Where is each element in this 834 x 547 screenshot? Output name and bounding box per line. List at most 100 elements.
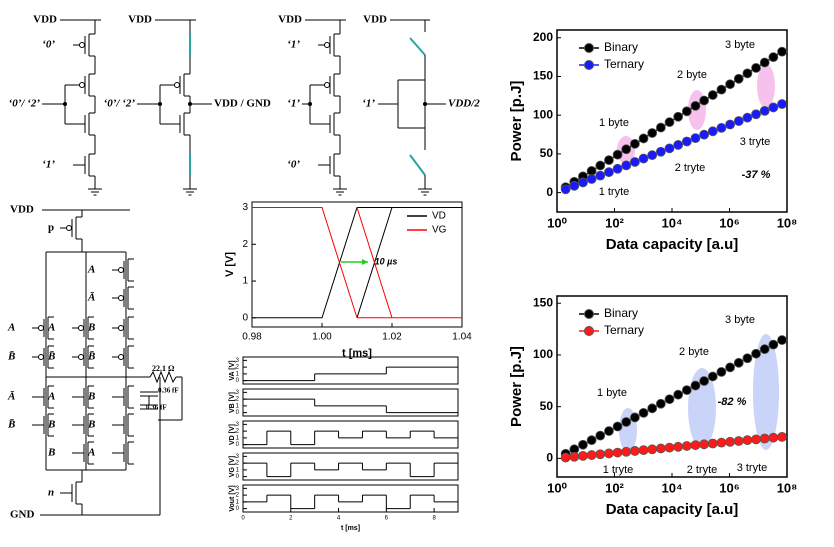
gate-label: Ā [87,292,95,304]
data-point [777,335,787,345]
x-tick-label: 10² [605,480,624,495]
data-point [595,160,606,171]
data-point [725,119,735,130]
plot-frame [242,388,459,417]
annotation: 3 tryte [737,462,768,474]
highlight [757,64,775,108]
y-tick-label: 0 [236,378,240,384]
annotation: 3 byte [725,39,755,51]
data-point [716,122,727,133]
switch [409,37,426,56]
y-tick-label: 100 [533,347,553,361]
gate-label: A [87,447,95,459]
data-point [768,432,779,443]
data-point [612,421,623,432]
gate-label: B [87,419,95,431]
data-point [768,339,779,350]
data-point [707,371,718,382]
y-tick-label: 0 [236,410,240,416]
y-axis-label: Vout [V] [229,485,236,511]
x-tick-label: 8 [432,516,436,522]
gate-bubble [38,325,44,331]
y-tick-label: 0 [546,451,553,465]
node [188,102,192,106]
y-tick-label: 0 [236,474,240,480]
legend-label: Binary [604,40,638,54]
data-point [612,447,623,458]
data-point [777,431,787,442]
data-point [733,73,744,84]
gate-label: A [7,322,15,334]
x-tick-label: 10⁶ [719,215,739,230]
data-point [742,435,753,446]
gate-bubble [79,42,85,48]
data-point [638,407,649,418]
y-tick-label: 1 [236,403,240,409]
input-label: ‘1’ [287,98,300,110]
y-tick-label: 1 [242,276,248,287]
data-point [725,362,735,373]
data-point [569,451,580,462]
gate-bubble [118,267,124,273]
chart: 0 50 100 150 10⁰ 10² 10⁴ 10⁶ 10⁸ Data capacity [a… [508,295,797,518]
data-point [759,344,770,355]
circuits: VDD ‘0’ ‘0’/ ‘2’ ‘1’ VDD ‘0’/ ‘2’ VDD / … [7,14,480,521]
data-point [673,441,684,452]
data-point [673,111,684,122]
annotation: 2 tryte [687,464,718,476]
data-point [690,440,701,451]
y-tick-label: 3 [242,202,248,213]
input-label: ‘1’ [287,39,300,51]
y-tick-label: 2 [236,365,240,371]
plot-frame [242,420,459,449]
data-point [759,105,770,116]
gate-bubble [324,42,330,48]
data-point [638,445,649,456]
annotation: 2 byte [679,346,709,358]
gate-label: B [47,447,55,459]
annotation: 1 byte [597,387,627,399]
gate-label: B̄ [7,351,15,363]
data-point [595,430,606,441]
data-point [751,109,761,120]
annotation: -37 % [742,169,771,181]
y-axis-label: Power [p.J] [508,346,525,427]
gate-label: A [47,391,55,403]
gate-bubble [118,325,124,331]
legend-marker [584,326,594,336]
data-point [586,174,597,184]
gate-bubble [66,225,72,231]
gate-bubble [174,82,180,88]
supply-label: VDD [10,204,34,216]
data-point [673,140,684,150]
nmos-label: n [48,487,54,499]
x-tick-label: 10⁰ [547,215,567,230]
gate-label: B̄ [47,351,55,363]
legend-marker [584,309,594,319]
data-point [664,143,675,154]
y-tick-label: 2 [236,493,240,499]
data-point [586,166,597,176]
data-point [638,133,649,144]
gate-label: B̄ [87,351,95,363]
gate-label: B̄ [7,419,15,431]
data-point [699,376,710,386]
data-point [612,149,623,160]
data-point [629,157,640,167]
data-point [655,146,666,157]
x-tick-label: 1.02 [382,332,402,343]
y-tick-label: 3 [236,422,240,428]
y-tick-label: 3 [236,486,240,492]
data-point [586,435,597,446]
data-point [638,153,649,164]
data-point [759,57,770,68]
data-point [707,438,718,449]
input-label: ‘1’ [362,98,375,110]
data-point [707,90,718,100]
annotation: 2 byte [677,69,707,81]
annotation: 10 µs [375,256,398,266]
data-point [655,122,666,133]
